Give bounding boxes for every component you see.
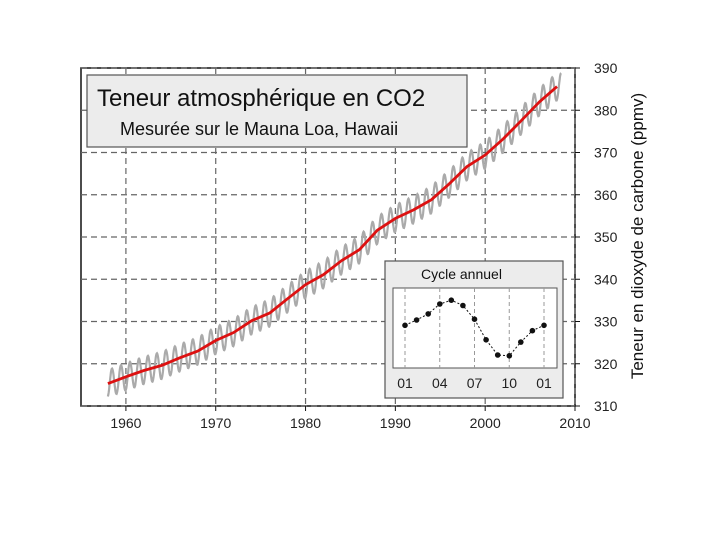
x-tick-label: 1970 bbox=[200, 415, 231, 431]
y-tick-label: 350 bbox=[594, 229, 618, 245]
y-tick-label: 330 bbox=[594, 314, 618, 330]
chart-subtitle: Mesurée sur le Mauna Loa, Hawaii bbox=[120, 119, 398, 139]
inset-series bbox=[402, 297, 547, 359]
inset-data-point bbox=[518, 339, 524, 345]
annual-mean-line bbox=[107, 85, 558, 385]
y-axis-label: Teneur en dioxyde de carbone (ppmv) bbox=[628, 93, 647, 379]
inset-tick-label: 10 bbox=[501, 375, 517, 391]
monthly-co2-line bbox=[106, 72, 562, 397]
inset-data-point bbox=[494, 352, 501, 358]
y-tick-label: 310 bbox=[594, 398, 618, 414]
y-tick-label: 320 bbox=[594, 356, 618, 372]
inset-data-point bbox=[448, 297, 455, 304]
x-tick-label: 2010 bbox=[559, 415, 590, 431]
inset-title: Cycle annuel bbox=[421, 266, 502, 282]
y-tick-label: 360 bbox=[594, 187, 618, 203]
inset-data-point bbox=[460, 302, 466, 309]
inset-data-point bbox=[506, 353, 513, 359]
series-group bbox=[106, 72, 562, 397]
inset-data-point bbox=[413, 317, 420, 323]
inset-tick-label: 01 bbox=[397, 375, 413, 391]
y-tick-label: 340 bbox=[594, 271, 618, 287]
inset-data-point bbox=[402, 322, 408, 329]
y-tick-label: 380 bbox=[594, 102, 618, 118]
x-tick-label: 2000 bbox=[470, 415, 501, 431]
inset-data-point bbox=[483, 337, 489, 343]
title-box: Teneur atmosphérique en CO2 Mesurée sur … bbox=[86, 74, 468, 148]
x-tick-label: 1990 bbox=[380, 415, 411, 431]
x-tick-label: 1960 bbox=[110, 415, 141, 431]
x-tick-label: 1980 bbox=[290, 415, 321, 431]
y-tick-label: 370 bbox=[594, 145, 618, 161]
inset-chart: Cycle annuel 01 04 07 10 01 bbox=[384, 260, 564, 399]
chart-title: Teneur atmosphérique en CO2 bbox=[97, 85, 425, 112]
inset-tick-label: 04 bbox=[432, 375, 448, 391]
inset-data-point bbox=[437, 301, 443, 307]
title-box-background bbox=[86, 74, 468, 148]
inset-tick-label: 07 bbox=[467, 375, 483, 391]
inset-data-point bbox=[425, 311, 432, 317]
inset-tick-label: 01 bbox=[536, 375, 552, 391]
inset-data-point bbox=[541, 322, 547, 329]
inset-data-point bbox=[471, 316, 478, 323]
y-tick-label: 390 bbox=[594, 60, 618, 76]
inset-ticks: 01 04 07 10 01 bbox=[397, 375, 552, 391]
inset-data-point bbox=[529, 327, 536, 334]
